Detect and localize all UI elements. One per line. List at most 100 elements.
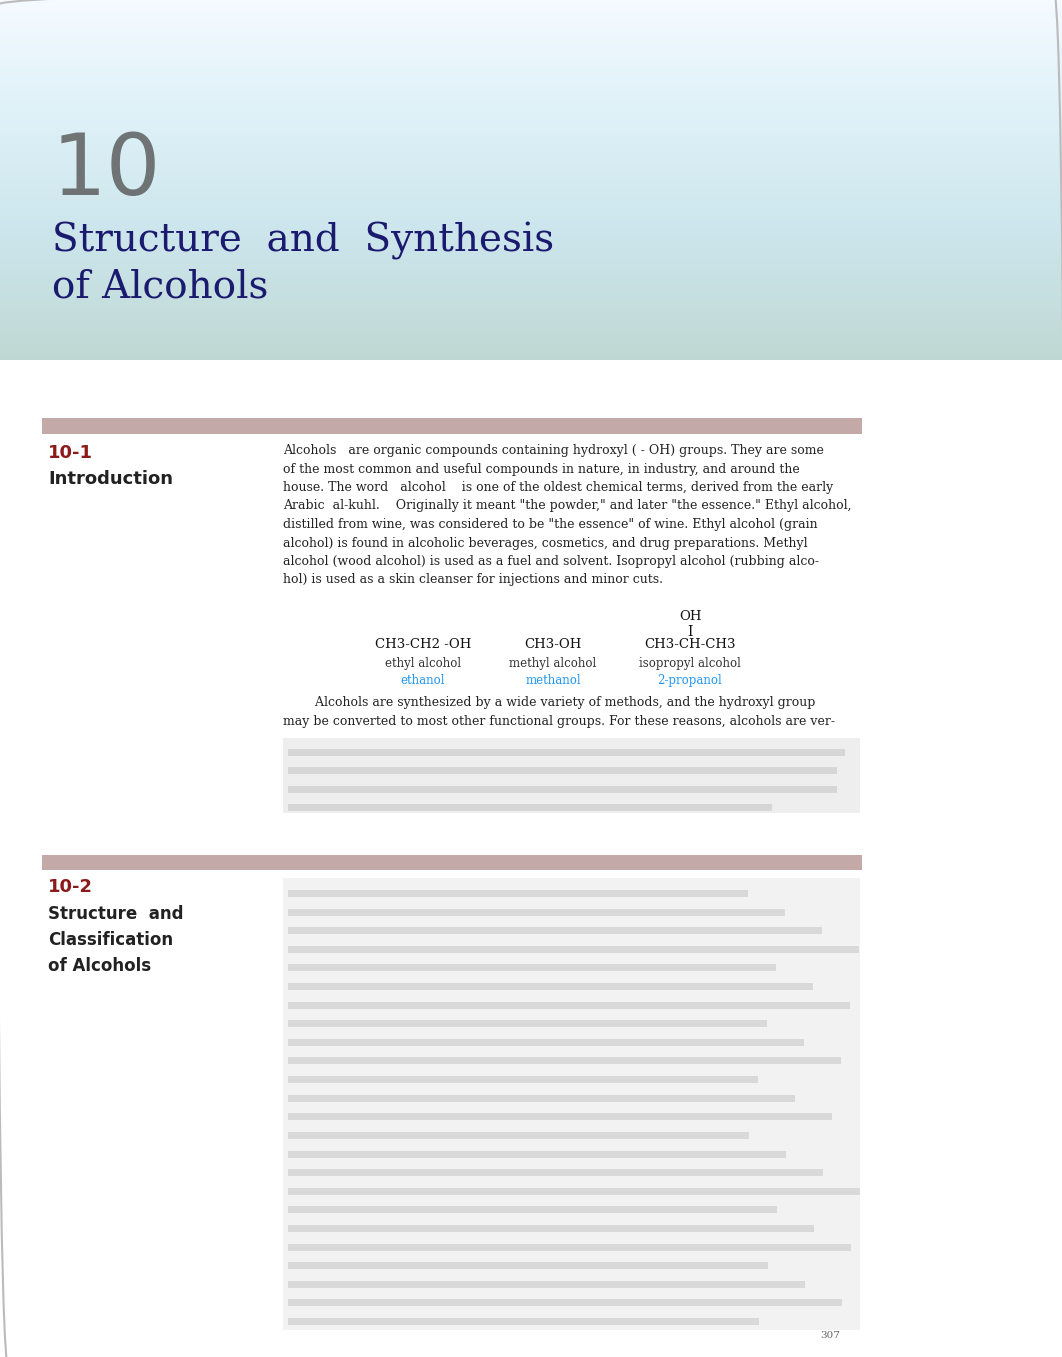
Bar — [0, 345, 1062, 347]
Bar — [288, 1318, 759, 1324]
Text: CH3-OH: CH3-OH — [525, 638, 582, 651]
Bar — [0, 183, 1062, 186]
Text: methyl alcohol: methyl alcohol — [510, 657, 597, 670]
Bar — [0, 171, 1062, 174]
Bar — [0, 138, 1062, 141]
Bar — [0, 231, 1062, 233]
Bar — [0, 45, 1062, 47]
Bar — [288, 1039, 804, 1046]
Bar — [0, 223, 1062, 225]
Bar — [0, 147, 1062, 151]
Bar — [0, 81, 1062, 84]
Bar — [0, 62, 1062, 66]
Bar — [0, 354, 1062, 357]
Bar — [0, 327, 1062, 330]
Text: of the most common and useful compounds in nature, in industry, and around the: of the most common and useful compounds … — [282, 463, 800, 475]
Text: Alcohols   are organic compounds containing hydroxyl ( - OH) groups. They are so: Alcohols are organic compounds containin… — [282, 444, 824, 457]
Bar — [42, 855, 862, 870]
Bar — [0, 159, 1062, 161]
Bar — [0, 297, 1062, 300]
Text: OH: OH — [679, 611, 701, 623]
Bar — [0, 141, 1062, 144]
Bar — [0, 90, 1062, 94]
Bar — [0, 75, 1062, 77]
Bar — [0, 3, 1062, 5]
Bar — [0, 151, 1062, 153]
Bar — [0, 189, 1062, 191]
Bar — [0, 27, 1062, 30]
Text: CH3-CH2 -OH: CH3-CH2 -OH — [375, 638, 472, 651]
Bar — [0, 52, 1062, 54]
Bar — [0, 198, 1062, 201]
Bar — [0, 15, 1062, 18]
Bar — [0, 87, 1062, 90]
Bar — [0, 180, 1062, 183]
Bar — [288, 767, 786, 775]
Bar — [288, 786, 822, 792]
Bar — [288, 1170, 823, 1177]
Bar — [0, 282, 1062, 285]
Bar — [0, 312, 1062, 315]
Bar — [0, 240, 1062, 243]
Bar — [0, 339, 1062, 342]
Bar — [288, 1262, 768, 1269]
Bar — [0, 30, 1062, 33]
Bar — [0, 267, 1062, 270]
Bar — [282, 878, 860, 1330]
Bar — [0, 176, 1062, 180]
Bar — [0, 161, 1062, 166]
Bar — [0, 144, 1062, 147]
Bar — [0, 347, 1062, 351]
Bar — [0, 265, 1062, 267]
Bar — [0, 305, 1062, 309]
Bar — [0, 18, 1062, 20]
Bar — [0, 309, 1062, 312]
Bar — [0, 37, 1062, 39]
Bar — [288, 1057, 841, 1064]
Bar — [0, 300, 1062, 303]
Bar — [0, 33, 1062, 37]
Bar — [0, 166, 1062, 168]
Text: Classification: Classification — [48, 931, 173, 949]
Bar — [0, 270, 1062, 273]
Bar — [0, 96, 1062, 99]
Text: I: I — [687, 626, 692, 639]
Bar — [0, 12, 1062, 15]
Text: distilled from wine, was considered to be "the essence" of wine. Ethyl alcohol (: distilled from wine, was considered to b… — [282, 518, 818, 531]
Bar — [288, 1132, 749, 1139]
Bar — [0, 275, 1062, 280]
Bar — [0, 315, 1062, 318]
Bar — [0, 218, 1062, 223]
Bar — [0, 324, 1062, 327]
Text: 10-2: 10-2 — [48, 878, 93, 896]
Bar — [288, 1225, 813, 1232]
Bar — [0, 303, 1062, 305]
Bar — [0, 77, 1062, 81]
Bar — [0, 20, 1062, 24]
Bar — [288, 1001, 850, 1008]
Bar — [288, 909, 785, 916]
Bar — [0, 134, 1062, 138]
Bar — [0, 225, 1062, 228]
Bar — [0, 248, 1062, 252]
Bar — [288, 890, 748, 897]
Bar — [0, 294, 1062, 297]
Bar — [288, 1281, 805, 1288]
Bar — [0, 246, 1062, 248]
Bar — [0, 233, 1062, 237]
Bar — [0, 288, 1062, 290]
Bar — [0, 123, 1062, 126]
Bar — [0, 351, 1062, 354]
Bar — [0, 285, 1062, 288]
Text: 2-propanol: 2-propanol — [657, 674, 722, 687]
Bar — [0, 132, 1062, 134]
Bar — [0, 24, 1062, 27]
Text: isopropyl alcohol: isopropyl alcohol — [639, 657, 741, 670]
Bar — [0, 357, 1062, 360]
Bar — [0, 153, 1062, 156]
Bar — [42, 418, 862, 434]
Bar — [0, 195, 1062, 198]
Bar — [0, 54, 1062, 57]
Text: house. The word   alcohol    is one of the oldest chemical terms, derived from t: house. The word alcohol is one of the ol… — [282, 480, 834, 494]
Text: 10-1: 10-1 — [48, 444, 93, 461]
